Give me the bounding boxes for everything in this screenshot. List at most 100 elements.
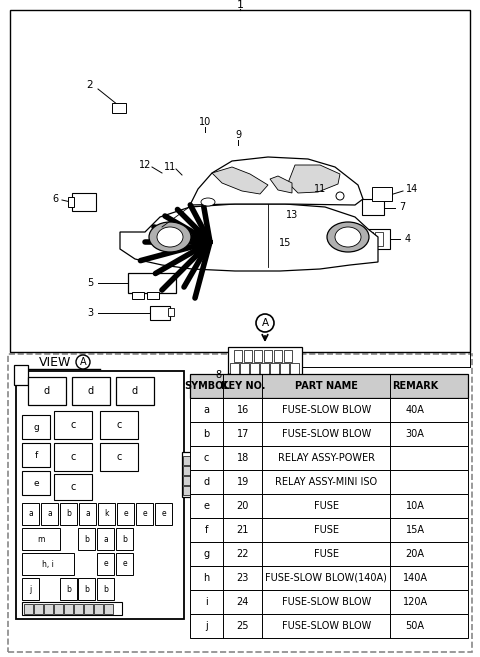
Bar xyxy=(116,553,133,575)
Bar xyxy=(147,292,159,299)
Text: b: b xyxy=(103,585,108,593)
Text: 16: 16 xyxy=(237,405,249,415)
Text: FUSE-SLOW BLOW: FUSE-SLOW BLOW xyxy=(282,621,371,631)
Bar xyxy=(112,103,126,113)
Bar xyxy=(41,503,58,525)
Text: 15A: 15A xyxy=(406,525,425,535)
Text: FUSE: FUSE xyxy=(314,549,339,559)
Bar xyxy=(72,193,96,211)
Bar xyxy=(22,471,50,495)
Text: j: j xyxy=(205,621,208,631)
Text: a: a xyxy=(204,405,210,415)
Text: FUSE: FUSE xyxy=(314,501,339,511)
Text: 15: 15 xyxy=(279,238,291,248)
Bar xyxy=(54,474,92,500)
Text: 12: 12 xyxy=(139,160,151,170)
Text: h, i: h, i xyxy=(42,560,54,568)
Bar xyxy=(64,604,73,614)
Text: b: b xyxy=(66,585,71,593)
Bar xyxy=(275,382,284,395)
Bar xyxy=(265,382,274,395)
Bar xyxy=(22,553,74,575)
Text: d: d xyxy=(204,477,210,487)
Bar xyxy=(28,377,66,405)
Text: 120A: 120A xyxy=(403,597,428,607)
Text: d: d xyxy=(44,386,50,396)
Text: i: i xyxy=(205,597,208,607)
Bar xyxy=(258,227,313,259)
Bar xyxy=(190,422,468,446)
Bar xyxy=(245,382,254,395)
Bar xyxy=(183,456,195,465)
Bar xyxy=(60,503,77,525)
Ellipse shape xyxy=(256,314,274,332)
Bar xyxy=(22,503,39,525)
Bar xyxy=(54,411,92,439)
Bar xyxy=(190,542,468,566)
Text: b: b xyxy=(84,535,89,543)
Text: SYMBOL: SYMBOL xyxy=(184,381,229,391)
Ellipse shape xyxy=(76,355,90,369)
Ellipse shape xyxy=(335,227,361,247)
Text: e: e xyxy=(161,509,166,518)
Bar xyxy=(24,604,33,614)
Text: e: e xyxy=(122,560,127,568)
Bar xyxy=(190,398,468,422)
Bar xyxy=(375,232,383,246)
Text: 40A: 40A xyxy=(406,405,425,415)
Bar xyxy=(68,197,74,207)
Bar xyxy=(255,382,264,395)
Bar xyxy=(190,614,468,638)
Text: 17: 17 xyxy=(237,429,249,439)
Bar xyxy=(250,363,259,374)
Bar xyxy=(116,377,154,405)
Bar xyxy=(190,374,468,398)
Bar xyxy=(97,553,114,575)
Text: 14: 14 xyxy=(406,184,418,194)
Text: a: a xyxy=(47,509,52,518)
Bar xyxy=(264,350,272,362)
Bar xyxy=(22,578,39,600)
Bar xyxy=(284,350,292,362)
Text: b: b xyxy=(84,585,89,593)
Bar xyxy=(190,566,468,590)
Bar xyxy=(183,466,195,475)
Text: e: e xyxy=(103,560,108,568)
Text: c: c xyxy=(70,482,76,492)
Text: b: b xyxy=(204,429,210,439)
Bar xyxy=(190,470,468,494)
Bar xyxy=(260,363,269,374)
Bar xyxy=(117,503,134,525)
Text: e: e xyxy=(123,509,128,518)
Text: g: g xyxy=(204,549,210,559)
Text: m: m xyxy=(37,535,45,543)
Text: FUSE: FUSE xyxy=(314,525,339,535)
Bar xyxy=(14,365,28,385)
Text: REMARK: REMARK xyxy=(392,381,438,391)
Bar xyxy=(228,347,302,377)
Text: FUSE-SLOW BLOW: FUSE-SLOW BLOW xyxy=(282,405,371,415)
Text: FUSE-SLOW BLOW: FUSE-SLOW BLOW xyxy=(282,429,371,439)
Ellipse shape xyxy=(327,222,369,252)
Bar xyxy=(244,350,252,362)
Polygon shape xyxy=(270,176,292,193)
Bar xyxy=(16,371,184,619)
Bar xyxy=(290,363,299,374)
Text: A: A xyxy=(80,357,86,367)
Text: 5: 5 xyxy=(87,278,93,288)
Text: b: b xyxy=(122,535,127,543)
Text: c: c xyxy=(70,452,76,462)
Ellipse shape xyxy=(157,227,183,247)
Text: KEY NO.: KEY NO. xyxy=(221,381,265,391)
Ellipse shape xyxy=(149,222,191,252)
Bar xyxy=(84,604,93,614)
Text: e: e xyxy=(33,478,39,487)
Text: 18: 18 xyxy=(237,453,249,463)
Bar xyxy=(60,578,77,600)
Bar xyxy=(136,503,153,525)
Text: j: j xyxy=(29,585,32,593)
Text: 1: 1 xyxy=(237,0,243,10)
Bar xyxy=(22,415,50,439)
Text: 19: 19 xyxy=(237,477,249,487)
Bar xyxy=(372,187,392,201)
